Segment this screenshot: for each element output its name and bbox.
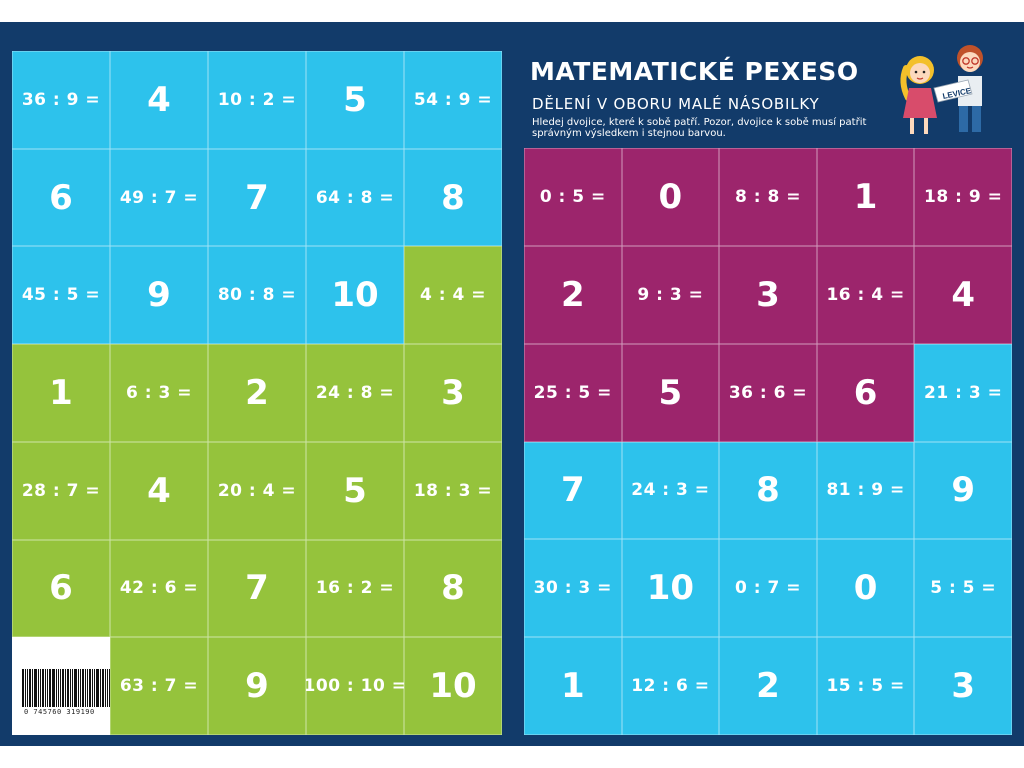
- card-equation[interactable]: 8 : 8 =: [719, 148, 817, 246]
- card-equation[interactable]: 4 : 4 =: [404, 246, 502, 345]
- card-result[interactable]: 4: [110, 441, 208, 540]
- card-result[interactable]: 10: [621, 539, 720, 638]
- card-equation[interactable]: 16 : 2 =: [306, 539, 404, 638]
- kids-illustration: LEVICE: [900, 45, 983, 134]
- card-result[interactable]: 1: [524, 637, 622, 735]
- card-result[interactable]: 0: [816, 539, 915, 638]
- card-equation[interactable]: 15 : 5 =: [816, 637, 915, 735]
- card-equation[interactable]: 18 : 9 =: [914, 148, 1012, 246]
- card-result[interactable]: 3: [404, 344, 502, 442]
- right-card-grid: 0 : 5 = 0 8 : 8 = 1 18 : 9 = 2 9 : 3 = 3 16 : 4 …: [524, 148, 1012, 735]
- card-result[interactable]: 3: [719, 245, 817, 344]
- card-equation[interactable]: 6 : 3 =: [110, 344, 208, 442]
- card-equation[interactable]: 24 : 8 =: [306, 344, 404, 442]
- card-equation[interactable]: 9 : 3 =: [621, 245, 720, 344]
- card-result[interactable]: 3: [914, 637, 1012, 735]
- card-equation[interactable]: 49 : 7 =: [110, 148, 208, 247]
- card-result[interactable]: 10: [404, 637, 502, 735]
- card-result[interactable]: 5: [306, 51, 404, 149]
- card-result[interactable]: 6: [12, 148, 110, 247]
- card-equation[interactable]: 100 : 10 =: [306, 637, 404, 735]
- instructions-text: Hledej dvojice, které k sobě patří. Pozo…: [532, 117, 867, 139]
- card-equation[interactable]: 54 : 9 =: [404, 51, 502, 149]
- card-equation[interactable]: 10 : 2 =: [208, 51, 306, 149]
- card-result[interactable]: 2: [208, 344, 306, 442]
- card-result[interactable]: 5: [621, 343, 720, 442]
- card-result[interactable]: 8: [719, 441, 817, 540]
- card-equation[interactable]: 36 : 6 =: [719, 343, 817, 442]
- card-result[interactable]: 6: [816, 343, 915, 442]
- card-result[interactable]: 6: [12, 539, 110, 638]
- card-result[interactable]: 1: [816, 148, 915, 246]
- card-result[interactable]: 9: [110, 246, 208, 345]
- card-result[interactable]: 10: [306, 246, 404, 345]
- card-equation[interactable]: 12 : 6 =: [621, 637, 720, 735]
- card-result[interactable]: 9: [208, 637, 306, 735]
- card-equation[interactable]: 16 : 4 =: [816, 245, 915, 344]
- page-subtitle: DĚLENÍ V OBORU MALÉ NÁSOBILKY: [532, 95, 820, 113]
- card-equation[interactable]: 28 : 7 =: [12, 441, 110, 540]
- card-equation[interactable]: 24 : 3 =: [621, 441, 720, 540]
- card-equation[interactable]: 80 : 8 =: [208, 246, 306, 345]
- card-result[interactable]: 7: [524, 441, 622, 540]
- left-card-grid: 36 : 9 = 4 10 : 2 = 5 54 : 9 = 6 49 : 7 = 7 64 :…: [12, 51, 502, 735]
- card-result[interactable]: 7: [208, 148, 306, 247]
- card-equation[interactable]: 25 : 5 =: [524, 343, 622, 442]
- barcode-number: 0 745760 319190: [24, 708, 95, 717]
- barcode: 0 745760 319190: [12, 637, 110, 735]
- barcode-bars: [22, 669, 110, 708]
- card-result[interactable]: 1: [12, 344, 110, 442]
- card-result[interactable]: 4: [914, 245, 1012, 344]
- card-result[interactable]: 9: [914, 441, 1012, 540]
- card-equation[interactable]: 30 : 3 =: [524, 539, 622, 638]
- card-result[interactable]: 7: [208, 539, 306, 638]
- card-equation[interactable]: 21 : 3 =: [914, 343, 1012, 442]
- card-equation[interactable]: 18 : 3 =: [404, 441, 502, 540]
- page-title: MATEMATICKÉ PEXESO: [530, 57, 859, 86]
- card-equation[interactable]: 20 : 4 =: [208, 441, 306, 540]
- card-result[interactable]: 4: [110, 51, 208, 149]
- card-equation[interactable]: 42 : 6 =: [110, 539, 208, 638]
- card-equation[interactable]: 64 : 8 =: [306, 148, 404, 247]
- card-result[interactable]: 8: [404, 539, 502, 638]
- card-equation[interactable]: 5 : 5 =: [914, 539, 1012, 638]
- card-equation[interactable]: 0 : 7 =: [719, 539, 817, 638]
- card-result[interactable]: 0: [621, 148, 720, 246]
- card-equation[interactable]: 81 : 9 =: [816, 441, 915, 540]
- card-equation[interactable]: 36 : 9 =: [12, 51, 110, 149]
- card-result[interactable]: 8: [404, 148, 502, 247]
- card-result[interactable]: 2: [524, 245, 622, 344]
- card-result[interactable]: 2: [719, 637, 817, 735]
- card-result[interactable]: 5: [306, 441, 404, 540]
- card-equation[interactable]: 45 : 5 =: [12, 246, 110, 345]
- card-equation[interactable]: 63 : 7 =: [110, 637, 208, 735]
- card-equation[interactable]: 0 : 5 =: [524, 148, 622, 246]
